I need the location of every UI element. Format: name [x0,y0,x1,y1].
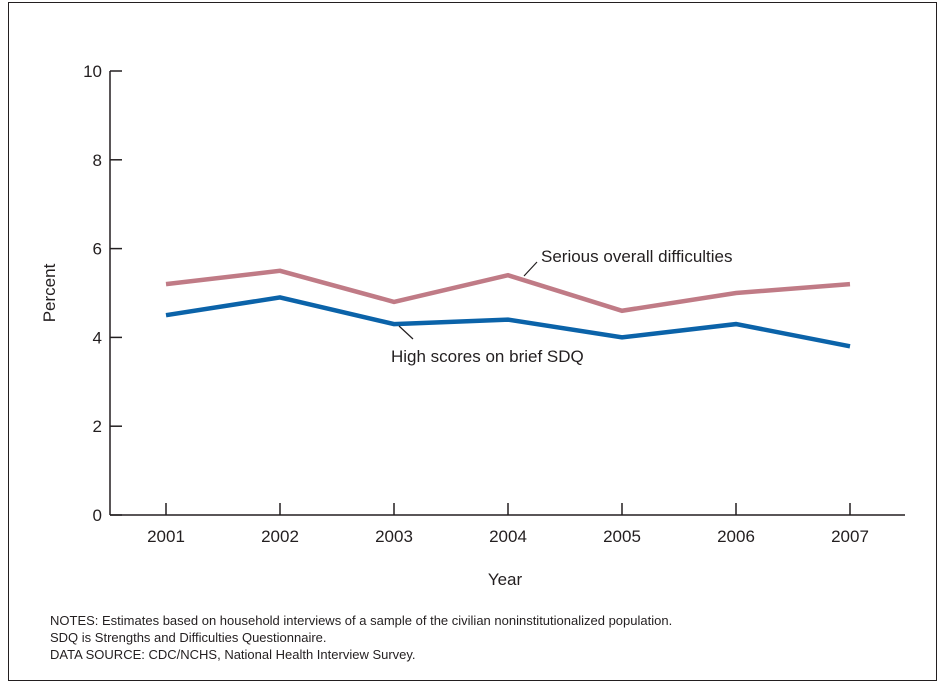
figure-notes: NOTES: Estimates based on household inte… [50,612,910,663]
series-label: Serious overall difficulties [541,247,733,266]
y-tick-label: 8 [93,151,102,170]
figure-frame [8,2,937,681]
x-tick-label: 2001 [147,527,185,546]
x-tick-label: 2003 [375,527,413,546]
notes-line: SDQ is Strengths and Difficulties Questi… [50,630,327,645]
y-tick-label: 0 [93,506,102,525]
y-tick-label: 4 [93,328,102,347]
y-tick-label: 10 [83,62,102,81]
data-source-line: DATA SOURCE: CDC/NCHS, National Health I… [50,647,416,662]
x-axis-label: Year [488,570,523,589]
y-tick-label: 2 [93,417,102,436]
y-axis-label: Percent [40,263,59,322]
label-leader [398,325,414,340]
label-leader [523,261,538,277]
x-tick-label: 2004 [489,527,527,546]
series-line-0 [165,268,851,314]
series-labels: Serious overall difficulties High scores … [391,247,733,366]
x-tick-label: 2006 [717,527,755,546]
chart-axes: 0 2 4 6 8 10 2001 2002 2003 2004 2005 2006 2007 [83,62,905,546]
y-tick-label: 6 [93,240,102,259]
notes-line: NOTES: Estimates based on household inte… [50,613,673,628]
x-tick-label: 2002 [261,527,299,546]
x-tick-label: 2005 [603,527,641,546]
series-label: High scores on brief SDQ [391,347,584,366]
series-layer [165,268,851,349]
series-line-1 [165,295,851,349]
x-tick-label: 2007 [831,527,869,546]
